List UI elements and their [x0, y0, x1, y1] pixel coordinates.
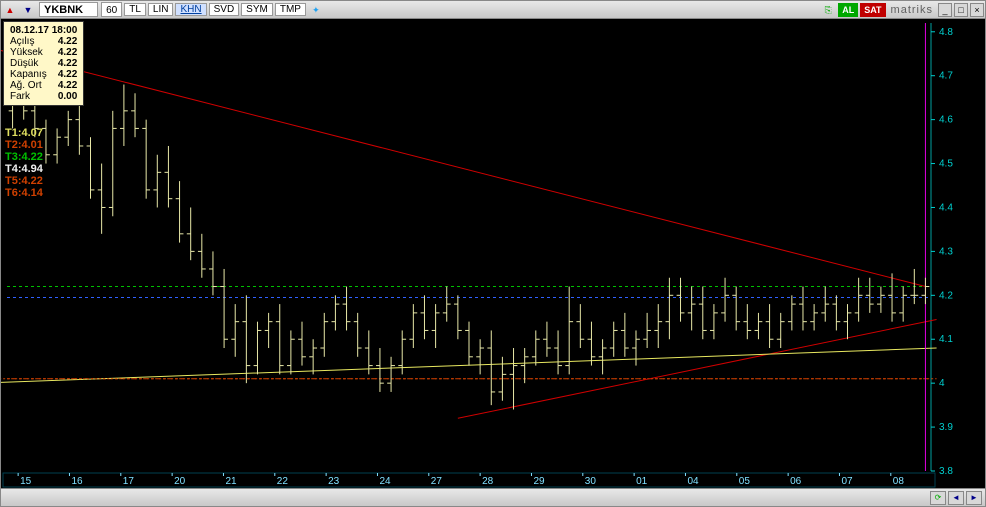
indicator-value: T3:4.22 — [5, 151, 43, 163]
svg-text:16: 16 — [71, 476, 83, 487]
svg-text:05: 05 — [739, 476, 751, 487]
svg-text:30: 30 — [585, 476, 597, 487]
svg-text:21: 21 — [225, 476, 237, 487]
ohlc-panel: 08.12.17 18:00 Açılış4.22Yüksek4.22Düşük… — [3, 21, 84, 106]
svg-text:07: 07 — [841, 476, 853, 487]
indicator-value: T6:4.14 — [5, 187, 43, 199]
svg-text:27: 27 — [431, 476, 443, 487]
charting-window: ▲ ▼ YKBNK 60 TLLINKHNSVDSYMTMP ✦ ⎘ AL SA… — [0, 0, 986, 507]
svg-text:22: 22 — [277, 476, 289, 487]
indicator-value: T1:4.07 — [5, 127, 43, 139]
toolbar-button-sym[interactable]: SYM — [241, 3, 273, 16]
svg-text:23: 23 — [328, 476, 340, 487]
close-button[interactable]: × — [970, 3, 984, 17]
svg-text:06: 06 — [790, 476, 802, 487]
svg-text:4.3: 4.3 — [939, 246, 953, 257]
ohlc-datetime: 08.12.17 18:00 — [10, 25, 77, 36]
svg-text:4.6: 4.6 — [939, 115, 953, 126]
bottom-bar: ⟳ ◄ ► — [1, 488, 985, 506]
ohlc-row: Kapanış4.22 — [10, 69, 77, 80]
period-button[interactable]: 60 — [101, 2, 122, 17]
svg-text:4.7: 4.7 — [939, 71, 953, 82]
toolbar-button-tl[interactable]: TL — [124, 3, 146, 16]
ohlc-row: Fark0.00 — [10, 91, 77, 102]
svg-text:4.4: 4.4 — [939, 202, 953, 213]
svg-text:4: 4 — [939, 378, 945, 389]
indicator-value: T5:4.22 — [5, 175, 43, 187]
scroll-left-button[interactable]: ◄ — [948, 491, 964, 505]
svg-text:04: 04 — [687, 476, 699, 487]
toolbar-button-svd[interactable]: SVD — [209, 3, 240, 16]
toolbar: ▲ ▼ YKBNK 60 TLLINKHNSVDSYMTMP ✦ ⎘ AL SA… — [1, 1, 985, 19]
toolbar-button-khn[interactable]: KHN — [175, 3, 206, 16]
svg-text:4.5: 4.5 — [939, 159, 953, 170]
indicator-value: T4:4.94 — [5, 163, 43, 175]
chart-area[interactable]: 08.12.17 18:00 Açılış4.22Yüksek4.22Düşük… — [1, 19, 985, 488]
buy-button[interactable]: AL — [838, 3, 858, 17]
svg-text:24: 24 — [379, 476, 391, 487]
symbol-field[interactable]: YKBNK — [39, 2, 98, 17]
svg-text:4.1: 4.1 — [939, 334, 953, 345]
twitter-icon[interactable]: ✦ — [308, 3, 324, 17]
svg-text:4.8: 4.8 — [939, 27, 953, 38]
svg-text:20: 20 — [174, 476, 186, 487]
sell-button[interactable]: SAT — [860, 3, 885, 17]
refresh-button[interactable]: ⟳ — [930, 491, 946, 505]
svg-text:17: 17 — [123, 476, 135, 487]
ohlc-row: Açılış4.22 — [10, 36, 77, 47]
maximize-button[interactable]: □ — [954, 3, 968, 17]
toolbar-button-tmp[interactable]: TMP — [275, 3, 306, 16]
brand-label: matriks — [891, 4, 933, 16]
indicator-value: T2:4.01 — [5, 139, 43, 151]
link-icon[interactable]: ⎘ — [820, 3, 836, 17]
toolbar-button-lin[interactable]: LIN — [148, 3, 174, 16]
svg-text:15: 15 — [20, 476, 32, 487]
svg-text:3.9: 3.9 — [939, 422, 953, 433]
svg-text:29: 29 — [533, 476, 545, 487]
ohlc-row: Yüksek4.22 — [10, 47, 77, 58]
svg-text:3.8: 3.8 — [939, 466, 953, 477]
ohlc-row: Düşük4.22 — [10, 58, 77, 69]
svg-text:4.2: 4.2 — [939, 290, 953, 301]
svg-text:08: 08 — [893, 476, 905, 487]
indicator-values: T1:4.07T2:4.01T3:4.22T4:4.94T5:4.22T6:4.… — [5, 127, 43, 199]
svg-text:28: 28 — [482, 476, 494, 487]
price-chart[interactable]: 3.8 3.9 4 4.1 4.2 4.3 4.4 4.5 4.6 4.7 4.8 15 16 17 20 2… — [1, 19, 985, 488]
ohlc-row: Ağ. Ort4.22 — [10, 80, 77, 91]
sort-asc-icon[interactable]: ▲ — [2, 3, 18, 17]
sort-desc-icon[interactable]: ▼ — [20, 3, 36, 17]
scroll-right-button[interactable]: ► — [966, 491, 982, 505]
svg-text:01: 01 — [636, 476, 648, 487]
minimize-button[interactable]: _ — [938, 3, 952, 17]
